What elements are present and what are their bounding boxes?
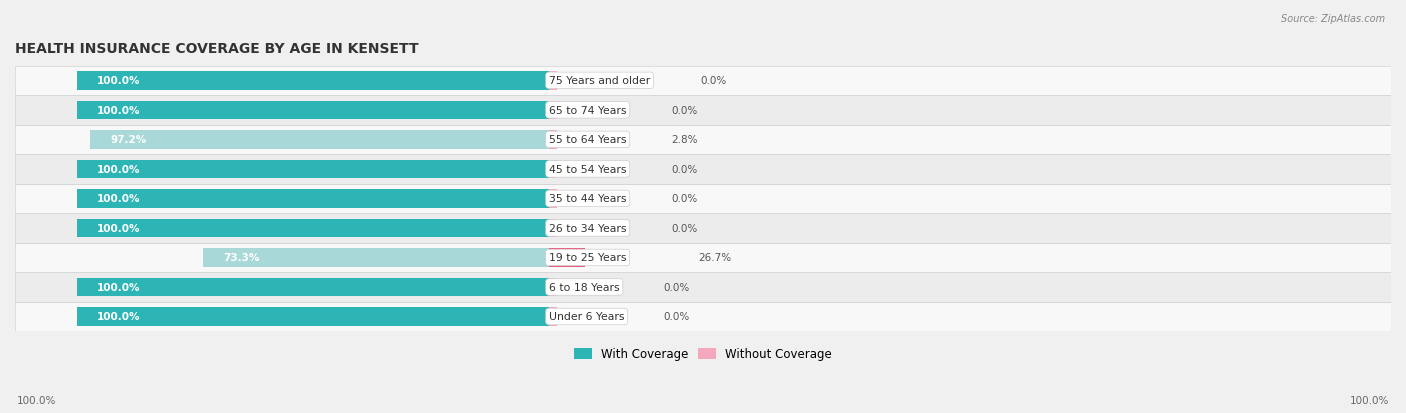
Bar [548, 72, 557, 90]
Bar [548, 160, 557, 178]
Bar [15, 302, 1391, 332]
Text: 100.0%: 100.0% [97, 282, 141, 292]
Bar [548, 308, 557, 326]
Text: 35 to 44 Years: 35 to 44 Years [548, 194, 627, 204]
Bar [76, 308, 548, 326]
Bar [15, 243, 1391, 273]
Bar [548, 190, 557, 208]
Text: 100.0%: 100.0% [97, 223, 141, 233]
Text: 0.0%: 0.0% [671, 223, 697, 233]
Text: 100.0%: 100.0% [97, 164, 141, 174]
Text: 0.0%: 0.0% [700, 76, 727, 86]
Text: 0.0%: 0.0% [664, 312, 690, 322]
Text: 73.3%: 73.3% [224, 253, 260, 263]
Text: 6 to 18 Years: 6 to 18 Years [548, 282, 620, 292]
Text: 19 to 25 Years: 19 to 25 Years [548, 253, 627, 263]
Text: 100.0%: 100.0% [97, 312, 141, 322]
Text: 100.0%: 100.0% [97, 76, 141, 86]
Text: 75 Years and older: 75 Years and older [548, 76, 650, 86]
Bar [548, 249, 585, 267]
Text: 65 to 74 Years: 65 to 74 Years [548, 106, 627, 116]
Text: 100.0%: 100.0% [97, 194, 141, 204]
Bar [15, 155, 1391, 184]
Text: 26 to 34 Years: 26 to 34 Years [548, 223, 627, 233]
Bar [76, 278, 548, 297]
Bar [76, 72, 548, 90]
Text: 0.0%: 0.0% [671, 106, 697, 116]
Bar [76, 160, 548, 178]
Text: 55 to 64 Years: 55 to 64 Years [548, 135, 627, 145]
Text: 100.0%: 100.0% [17, 395, 56, 405]
Bar [548, 219, 557, 237]
Text: 0.0%: 0.0% [671, 164, 697, 174]
Bar [90, 131, 548, 149]
Bar [202, 249, 548, 267]
Text: 97.2%: 97.2% [111, 135, 146, 145]
Bar [76, 102, 548, 120]
Bar [15, 96, 1391, 125]
Text: 2.8%: 2.8% [671, 135, 697, 145]
Text: 26.7%: 26.7% [699, 253, 731, 263]
Bar [15, 184, 1391, 214]
Bar [548, 131, 557, 149]
Bar [76, 190, 548, 208]
Bar [76, 219, 548, 237]
Bar [15, 66, 1391, 96]
Text: Under 6 Years: Under 6 Years [548, 312, 624, 322]
Bar [15, 273, 1391, 302]
Legend: With Coverage, Without Coverage: With Coverage, Without Coverage [569, 343, 837, 366]
Text: 45 to 54 Years: 45 to 54 Years [548, 164, 627, 174]
Text: 100.0%: 100.0% [97, 106, 141, 116]
Text: Source: ZipAtlas.com: Source: ZipAtlas.com [1281, 14, 1385, 24]
Bar [15, 125, 1391, 155]
Bar [548, 102, 557, 120]
Bar [15, 214, 1391, 243]
Bar [548, 278, 557, 297]
Text: 0.0%: 0.0% [664, 282, 690, 292]
Text: 100.0%: 100.0% [1350, 395, 1389, 405]
Text: 0.0%: 0.0% [671, 194, 697, 204]
Text: HEALTH INSURANCE COVERAGE BY AGE IN KENSETT: HEALTH INSURANCE COVERAGE BY AGE IN KENS… [15, 42, 419, 56]
